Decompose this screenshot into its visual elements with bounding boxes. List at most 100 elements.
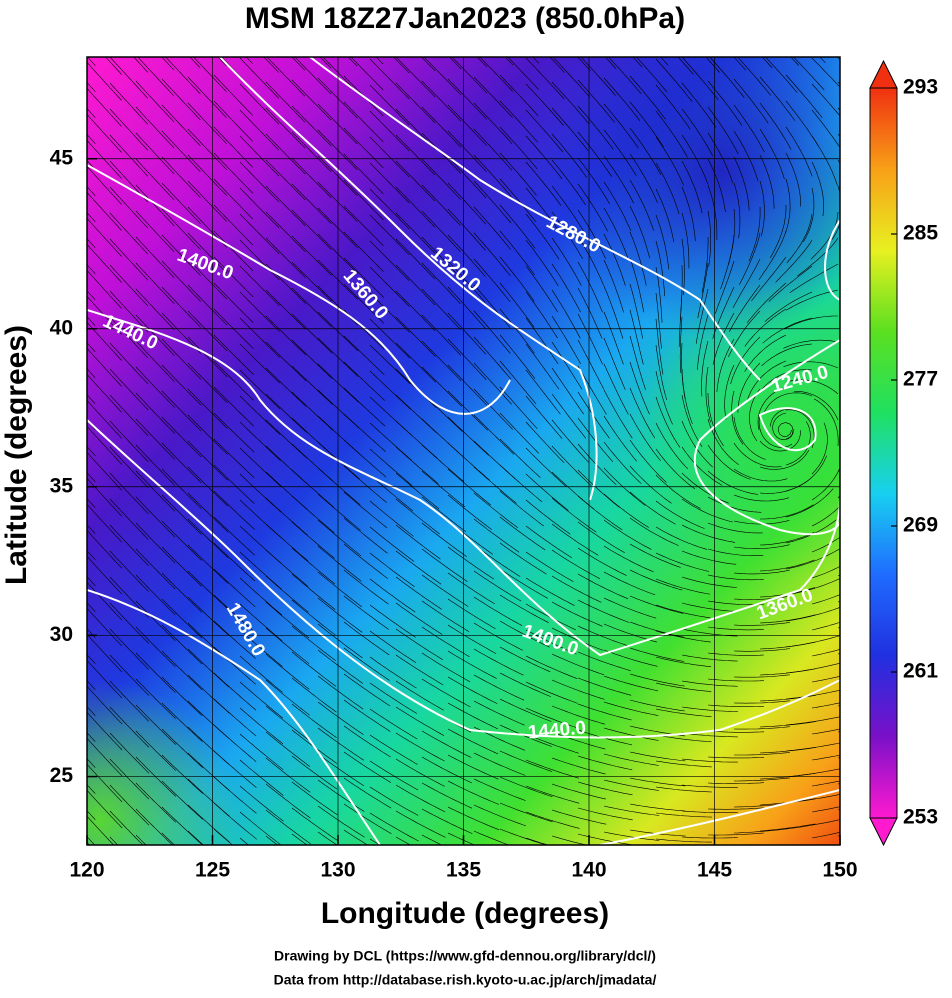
streamline bbox=[681, 524, 736, 543]
streamline bbox=[213, 282, 254, 324]
streamline bbox=[733, 104, 765, 153]
streamline bbox=[525, 837, 549, 845]
streamline bbox=[577, 547, 627, 576]
streamline bbox=[135, 704, 176, 745]
streamline bbox=[603, 181, 632, 232]
streamline bbox=[525, 369, 561, 415]
streamline bbox=[265, 133, 306, 175]
streamline bbox=[369, 812, 419, 842]
streamline bbox=[161, 364, 202, 406]
streamline bbox=[135, 522, 176, 564]
streamline bbox=[87, 165, 122, 205]
streamline bbox=[87, 316, 96, 326]
streamline bbox=[317, 129, 358, 171]
streamline bbox=[655, 734, 712, 743]
streamline bbox=[507, 57, 539, 90]
streamline bbox=[343, 751, 392, 783]
y-tick-label: 40 bbox=[50, 316, 73, 339]
streamline bbox=[343, 803, 392, 834]
streamline bbox=[87, 160, 96, 171]
streamline bbox=[87, 685, 123, 725]
streamline bbox=[187, 648, 230, 688]
streamline bbox=[473, 284, 511, 328]
streamline bbox=[603, 441, 642, 484]
streamline bbox=[265, 835, 278, 845]
streamline bbox=[369, 656, 417, 689]
streamline bbox=[87, 186, 96, 197]
streamline bbox=[395, 680, 444, 711]
streamline bbox=[369, 344, 411, 385]
streamline bbox=[369, 422, 412, 461]
streamline bbox=[265, 653, 310, 690]
streamline bbox=[421, 158, 461, 200]
streamline bbox=[473, 76, 513, 118]
streamline bbox=[369, 162, 410, 204]
streamline bbox=[447, 416, 489, 456]
streamline bbox=[135, 808, 173, 845]
contour-line bbox=[824, 219, 840, 301]
streamline bbox=[603, 363, 629, 415]
streamline bbox=[733, 595, 790, 600]
streamline bbox=[681, 784, 738, 788]
streamline bbox=[395, 212, 436, 254]
streamline bbox=[87, 347, 122, 387]
streamline bbox=[473, 778, 526, 801]
streamline bbox=[551, 367, 584, 415]
streamline bbox=[473, 154, 512, 197]
streamline bbox=[87, 706, 96, 716]
streamline bbox=[161, 468, 202, 509]
streamline bbox=[525, 187, 561, 233]
streamline bbox=[635, 57, 668, 93]
streamline bbox=[213, 438, 255, 479]
streamline bbox=[87, 628, 96, 639]
streamline bbox=[369, 734, 418, 765]
streamline bbox=[395, 628, 443, 660]
streamline bbox=[603, 415, 638, 462]
streamline bbox=[161, 780, 203, 820]
streamline bbox=[135, 626, 176, 668]
streamline bbox=[608, 57, 642, 94]
streamline bbox=[604, 57, 617, 70]
streamline bbox=[395, 82, 436, 124]
streamline bbox=[343, 335, 385, 376]
streamline bbox=[265, 809, 311, 845]
streamline bbox=[395, 498, 440, 535]
streamline bbox=[135, 496, 176, 538]
streamline bbox=[87, 113, 122, 153]
streamline bbox=[265, 679, 310, 716]
streamline bbox=[343, 517, 388, 554]
streamline bbox=[87, 87, 122, 127]
streamline bbox=[473, 752, 526, 776]
streamline bbox=[135, 444, 176, 486]
streamline bbox=[291, 677, 337, 713]
streamline bbox=[577, 209, 606, 259]
streamline bbox=[681, 420, 714, 468]
streamline bbox=[265, 159, 306, 201]
streamline bbox=[213, 594, 256, 633]
streamline bbox=[813, 398, 839, 447]
streamline bbox=[161, 208, 201, 250]
streamline bbox=[655, 110, 688, 158]
streamline bbox=[369, 188, 410, 230]
streamline bbox=[775, 239, 813, 283]
streamline bbox=[551, 731, 606, 750]
streamline bbox=[87, 269, 122, 309]
streamline bbox=[213, 620, 256, 659]
streamline bbox=[603, 701, 659, 716]
streamline bbox=[87, 451, 123, 491]
streamline bbox=[761, 57, 773, 69]
streamline bbox=[701, 236, 709, 293]
streamline bbox=[87, 555, 123, 595]
streamline bbox=[499, 152, 537, 196]
streamline bbox=[239, 109, 280, 151]
streamline bbox=[525, 213, 560, 260]
streamline bbox=[629, 361, 650, 415]
streamline bbox=[525, 733, 579, 754]
streamline bbox=[744, 308, 787, 347]
streamline bbox=[395, 810, 446, 838]
streamline bbox=[733, 544, 790, 549]
streamline bbox=[87, 290, 96, 300]
streamline bbox=[265, 185, 306, 227]
streamline bbox=[811, 621, 840, 631]
streamline bbox=[395, 550, 442, 585]
